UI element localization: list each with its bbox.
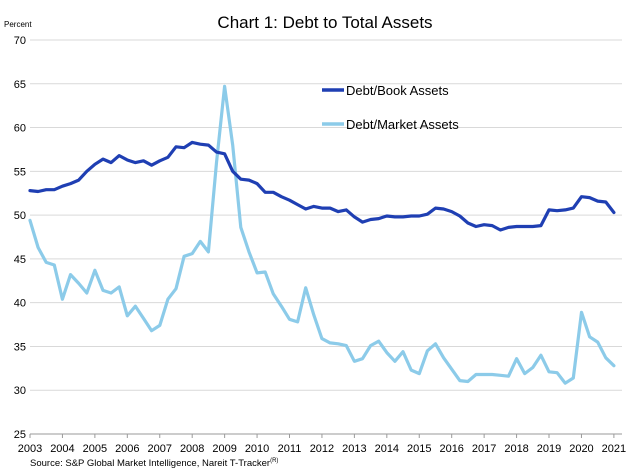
x-tick-label-2004: 2004 xyxy=(50,443,74,455)
x-tick-label-2007: 2007 xyxy=(148,443,172,455)
x-tick-label-2021: 2021 xyxy=(602,443,626,455)
y-tick-label-60: 60 xyxy=(14,123,26,135)
gridlines xyxy=(30,39,622,435)
x-tick-label-2011: 2011 xyxy=(278,443,302,455)
y-tick-label-55: 55 xyxy=(14,166,26,178)
y-tick-label-45: 45 xyxy=(14,254,26,266)
y-tick-label-25: 25 xyxy=(14,429,26,441)
x-axis-ticks: 2003 2004 2005 2006 2007 2008 2009 2010 2011 2012… xyxy=(18,434,626,455)
x-tick-label-2020: 2020 xyxy=(569,443,593,455)
x-tick-label-2005: 2005 xyxy=(83,443,107,455)
x-tick-label-2013: 2013 xyxy=(342,443,366,455)
series-line-debt-market-assets xyxy=(28,84,616,385)
source-note: Source: S&P Global Market Intelligence, … xyxy=(30,458,278,469)
x-tick-label-2019: 2019 xyxy=(537,443,561,455)
x-tick-label-2015: 2015 xyxy=(407,443,431,455)
x-tick-label-2008: 2008 xyxy=(180,443,204,455)
x-tick-label-2017: 2017 xyxy=(472,443,496,455)
y-tick-label-70: 70 xyxy=(14,35,26,47)
x-tick-label-2010: 2010 xyxy=(245,443,269,455)
series-lines xyxy=(28,84,616,385)
x-tick-label-2012: 2012 xyxy=(310,443,334,455)
y-tick-label-35: 35 xyxy=(14,341,26,353)
y-tick-label-30: 30 xyxy=(14,385,26,397)
x-tick-label-2003: 2003 xyxy=(18,443,42,455)
y-axis-label: Percent xyxy=(4,20,32,29)
y-tick-label-50: 50 xyxy=(14,210,26,222)
y-tick-label-40: 40 xyxy=(14,298,26,310)
series-line-debt-book-assets xyxy=(28,140,616,232)
chart-title: Chart 1: Debt to Total Assets xyxy=(217,13,432,32)
legend-label-debt-market-assets: Debt/Market Assets xyxy=(346,117,459,132)
x-tick-label-2018: 2018 xyxy=(504,443,528,455)
y-axis-ticks: 25 30 35 40 45 50 55 60 65 70 xyxy=(14,35,26,441)
x-tick-label-2009: 2009 xyxy=(212,443,236,455)
source-text: Source: S&P Global Market Intelligence, … xyxy=(30,458,270,469)
x-tick-label-2014: 2014 xyxy=(375,443,399,455)
legend-label-debt-book-assets: Debt/Book Assets xyxy=(346,83,449,98)
x-tick-label-2016: 2016 xyxy=(439,443,463,455)
y-tick-label-65: 65 xyxy=(14,79,26,91)
source-superscript: (R) xyxy=(270,458,278,464)
x-tick-label-2006: 2006 xyxy=(115,443,139,455)
legend: Debt/Book Assets Debt/Market Assets xyxy=(322,83,459,132)
